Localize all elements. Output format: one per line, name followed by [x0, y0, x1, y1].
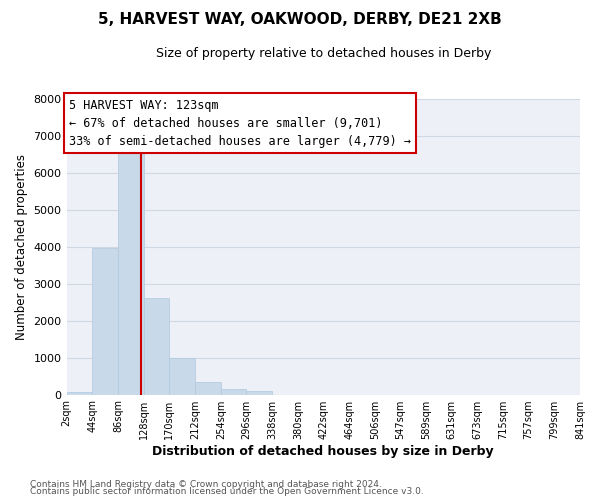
Text: Contains HM Land Registry data © Crown copyright and database right 2024.: Contains HM Land Registry data © Crown c… — [30, 480, 382, 489]
Bar — [118, 151, 143, 394]
Text: Contains public sector information licensed under the Open Government Licence v3: Contains public sector information licen… — [30, 488, 424, 496]
Text: 5, HARVEST WAY, OAKWOOD, DERBY, DE21 2XB: 5, HARVEST WAY, OAKWOOD, DERBY, DE21 2XB — [98, 12, 502, 28]
Bar — [92, 248, 118, 394]
Bar — [221, 389, 247, 394]
Bar — [143, 298, 169, 394]
Bar — [247, 391, 272, 394]
Bar — [169, 358, 195, 394]
Bar — [195, 382, 221, 394]
Bar — [67, 392, 92, 394]
Text: 5 HARVEST WAY: 123sqm
← 67% of detached houses are smaller (9,701)
33% of semi-d: 5 HARVEST WAY: 123sqm ← 67% of detached … — [69, 98, 411, 148]
Y-axis label: Number of detached properties: Number of detached properties — [15, 154, 28, 340]
Title: Size of property relative to detached houses in Derby: Size of property relative to detached ho… — [155, 48, 491, 60]
X-axis label: Distribution of detached houses by size in Derby: Distribution of detached houses by size … — [152, 444, 494, 458]
